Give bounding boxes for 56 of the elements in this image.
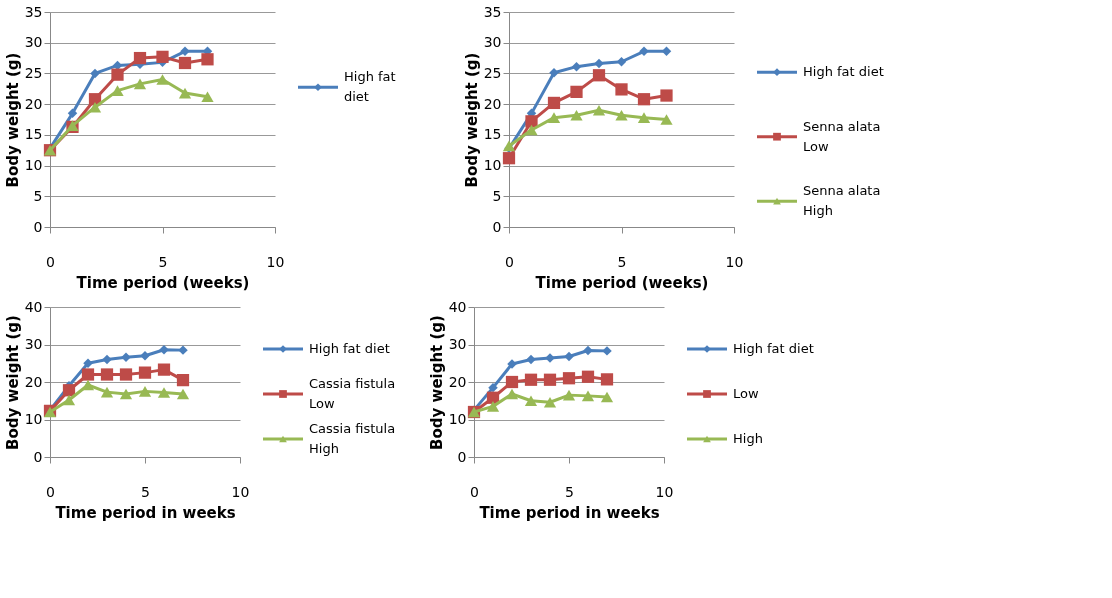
y-tick-label: 30: [24, 34, 43, 51]
x-tick-label: 0: [470, 483, 479, 500]
y-tick-label: 0: [457, 448, 467, 465]
x-tick-label: 5: [158, 253, 168, 270]
x-tick-label: 10: [231, 483, 250, 500]
x-tick-label: 5: [617, 253, 627, 270]
y-tick-label: 30: [448, 336, 467, 352]
legend-label: Senna alata Low: [803, 118, 881, 154]
y-tick-label: 40: [448, 298, 467, 315]
y-tick-label: 20: [483, 95, 502, 112]
y-tick-label: 40: [24, 298, 43, 315]
legend-label: Senna alata High: [803, 183, 881, 219]
x-axis-title: Time period in weeks: [479, 503, 660, 522]
legend-label: High fat diet: [344, 69, 396, 105]
y-axis-title: Body weight (g): [427, 315, 446, 450]
y-tick-label: 30: [24, 336, 43, 352]
x-tick-label: 0: [46, 483, 55, 500]
x-axis-title: Time period (weeks): [76, 273, 250, 292]
legend-label: High fat diet: [733, 341, 814, 356]
x-tick-label: 0: [505, 253, 514, 270]
y-tick-label: 20: [24, 373, 43, 390]
y-tick-label: 0: [33, 218, 43, 235]
legend-label: High: [733, 431, 763, 446]
x-axis-title: Time period in weeks: [55, 503, 236, 522]
y-tick-label: 10: [24, 411, 43, 427]
y-tick-label: 25: [483, 64, 502, 81]
x-tick-label: 10: [725, 253, 744, 270]
y-tick-label: 25: [24, 64, 43, 81]
x-tick-label: 10: [655, 483, 674, 500]
y-axis-title: Body weight (g): [3, 315, 22, 450]
x-tick-label: 10: [266, 253, 285, 270]
x-tick-label: 5: [141, 483, 150, 500]
legend-label: High fat diet: [309, 341, 390, 356]
y-axis-title: Body weight (g): [462, 52, 481, 188]
y-tick-label: 10: [24, 157, 43, 174]
y-tick-label: 35: [483, 3, 502, 20]
legend-label: Cassia fistula Low: [309, 376, 396, 411]
y-tick-label: 15: [24, 126, 43, 143]
y-tick-label: 35: [24, 3, 43, 20]
y-tick-label: 5: [33, 187, 43, 204]
legend-label: Low: [733, 386, 759, 401]
legend-label: High fat diet: [803, 64, 884, 80]
y-tick-label: 5: [492, 187, 502, 204]
x-axis-title: Time period (weeks): [535, 273, 709, 292]
y-tick-label: 20: [24, 95, 43, 112]
y-tick-label: 15: [483, 126, 502, 143]
y-tick-label: 20: [448, 373, 467, 390]
y-tick-label: 10: [448, 411, 467, 427]
legend-label: Cassia fistula High: [309, 421, 396, 456]
y-tick-label: 10: [483, 157, 502, 174]
y-tick-label: 0: [33, 448, 43, 465]
x-tick-label: 5: [565, 483, 574, 500]
y-tick-label: 30: [483, 34, 502, 51]
x-tick-label: 0: [46, 253, 55, 270]
y-tick-label: 0: [492, 218, 502, 235]
y-axis-title: Body weight (g): [3, 52, 22, 188]
